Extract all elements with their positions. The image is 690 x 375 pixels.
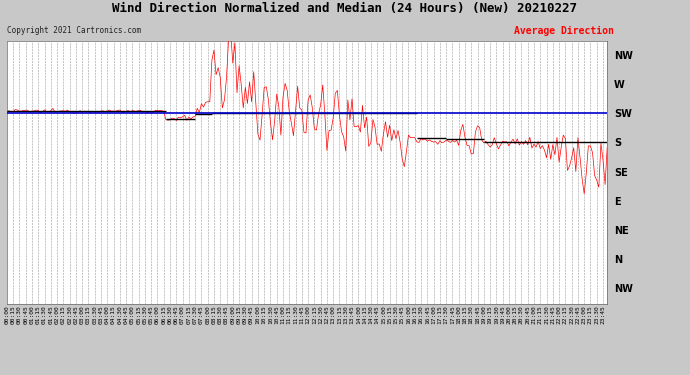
Text: Copyright 2021 Cartronics.com: Copyright 2021 Cartronics.com — [7, 26, 141, 35]
Text: Wind Direction Normalized and Median (24 Hours) (New) 20210227: Wind Direction Normalized and Median (24… — [112, 2, 578, 15]
Text: S: S — [614, 138, 621, 148]
Text: SE: SE — [614, 168, 628, 177]
Text: Average Direction: Average Direction — [514, 26, 614, 36]
Text: N: N — [614, 255, 622, 265]
Text: E: E — [614, 196, 621, 207]
Text: NE: NE — [614, 226, 629, 236]
Text: SW: SW — [614, 109, 632, 119]
Text: W: W — [614, 80, 625, 90]
Text: NW: NW — [614, 284, 633, 294]
Text: NW: NW — [614, 51, 633, 61]
